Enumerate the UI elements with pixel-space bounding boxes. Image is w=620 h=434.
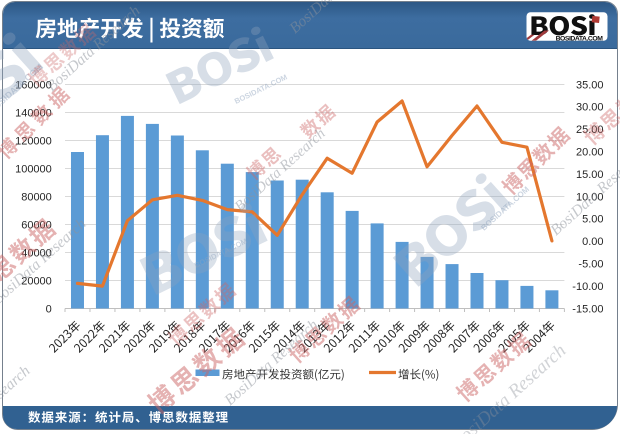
svg-text:160000: 160000	[15, 79, 52, 91]
svg-text:35.00: 35.00	[576, 79, 604, 91]
svg-text:BosiData Research: BosiData Research	[0, 362, 34, 434]
svg-text:0: 0	[46, 303, 52, 315]
svg-text:30.00: 30.00	[576, 102, 604, 114]
svg-text:100000: 100000	[15, 163, 52, 175]
svg-text:25.00: 25.00	[576, 124, 604, 136]
svg-text:-5.00: -5.00	[578, 259, 603, 271]
svg-text:BosiData Research: BosiData Research	[286, 0, 386, 37]
svg-text:80000: 80000	[21, 191, 52, 203]
svg-text:-10.00: -10.00	[572, 281, 603, 293]
svg-text:10.00: 10.00	[576, 191, 604, 203]
svg-text:BosiData Research: BosiData Research	[221, 316, 321, 409]
svg-text:20000: 20000	[21, 275, 52, 287]
svg-text:0.00: 0.00	[582, 236, 603, 248]
svg-text:120000: 120000	[15, 135, 52, 147]
svg-text:-15.00: -15.00	[572, 303, 603, 315]
svg-text:BosiData Research: BosiData Research	[43, 2, 143, 95]
svg-text:BosiData Research: BosiData Research	[447, 340, 570, 434]
svg-text:BOSIDATA.COM: BOSIDATA.COM	[233, 72, 289, 105]
svg-text:5.00: 5.00	[582, 214, 603, 226]
svg-text:BOSIDATA.COM: BOSIDATA.COM	[556, 36, 604, 43]
svg-text:20.00: 20.00	[576, 147, 604, 159]
svg-text:15.00: 15.00	[576, 169, 604, 181]
